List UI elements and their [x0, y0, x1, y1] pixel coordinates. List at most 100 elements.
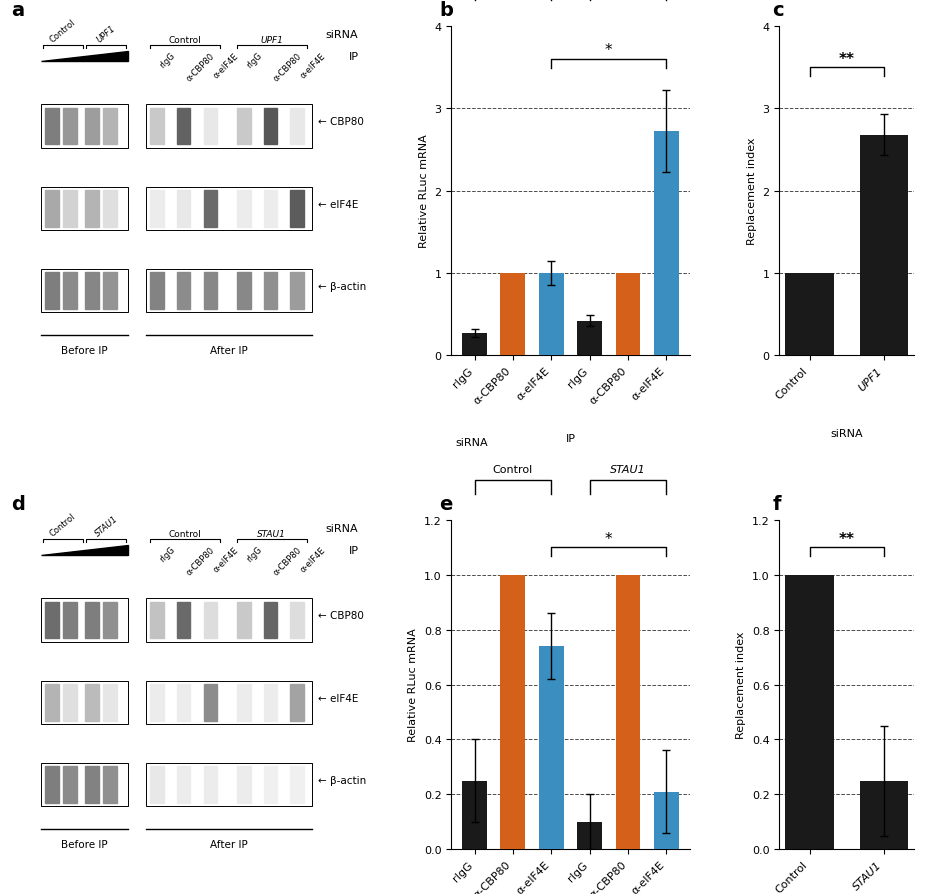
Text: STAU1: STAU1	[610, 464, 646, 474]
Bar	[150, 766, 164, 803]
Text: Control: Control	[49, 512, 77, 538]
Text: siRNA: siRNA	[326, 30, 358, 40]
Bar	[237, 684, 251, 721]
Text: ← CBP80: ← CBP80	[318, 611, 364, 620]
Bar	[41, 599, 128, 642]
Y-axis label: Replacement index: Replacement index	[736, 631, 746, 738]
Bar	[290, 766, 304, 803]
Bar	[104, 766, 117, 803]
Text: a: a	[11, 1, 24, 21]
Text: Before IP: Before IP	[62, 346, 108, 356]
Bar	[616, 575, 640, 849]
Bar	[85, 108, 99, 145]
Bar	[146, 763, 312, 806]
Bar	[177, 766, 190, 803]
Bar	[654, 132, 679, 356]
Polygon shape	[41, 545, 128, 556]
Bar	[45, 602, 59, 638]
Bar	[104, 273, 117, 309]
Text: *: *	[605, 531, 613, 546]
Bar	[104, 190, 117, 227]
Text: rIgG: rIgG	[159, 51, 177, 70]
Text: **: **	[839, 52, 855, 66]
Bar	[177, 684, 190, 721]
Bar	[45, 190, 59, 227]
Bar	[41, 188, 128, 231]
Text: d: d	[11, 494, 25, 514]
Text: α-eIF4E: α-eIF4E	[212, 51, 241, 80]
Bar	[63, 190, 77, 227]
Bar	[177, 602, 190, 638]
Bar	[146, 270, 312, 313]
Bar	[290, 602, 304, 638]
Bar	[290, 108, 304, 145]
Text: Before IP: Before IP	[62, 839, 108, 849]
Bar	[203, 602, 217, 638]
Bar	[578, 822, 602, 849]
Bar	[146, 188, 312, 231]
Bar	[45, 108, 59, 145]
Text: ← CBP80: ← CBP80	[318, 117, 364, 127]
Text: α-eIF4E: α-eIF4E	[299, 51, 327, 80]
Text: Control: Control	[169, 529, 202, 538]
Bar	[860, 135, 908, 356]
Text: After IP: After IP	[210, 839, 248, 849]
Bar	[146, 105, 312, 148]
Bar	[264, 602, 277, 638]
Bar	[500, 274, 525, 356]
Text: STAU1: STAU1	[93, 514, 119, 538]
Bar	[578, 321, 602, 356]
Text: f: f	[773, 494, 781, 514]
Text: STAU1: STAU1	[258, 529, 286, 538]
Bar	[539, 646, 564, 849]
Bar	[203, 766, 217, 803]
Bar	[41, 681, 128, 724]
Text: α-CBP80: α-CBP80	[185, 51, 216, 83]
Text: e: e	[439, 494, 453, 514]
Bar	[290, 684, 304, 721]
X-axis label: IP: IP	[565, 434, 576, 444]
Text: Control: Control	[169, 36, 202, 45]
Bar	[290, 190, 304, 227]
Bar	[264, 108, 277, 145]
Bar	[616, 274, 640, 356]
Bar	[500, 575, 525, 849]
Text: ← β-actin: ← β-actin	[318, 775, 367, 785]
Y-axis label: Relative RLuc mRNA: Relative RLuc mRNA	[409, 628, 418, 742]
Bar	[85, 190, 99, 227]
Bar	[45, 684, 59, 721]
Bar	[85, 684, 99, 721]
Text: *: *	[605, 43, 613, 58]
Y-axis label: Relative RLuc mRNA: Relative RLuc mRNA	[419, 134, 429, 249]
Bar	[203, 273, 217, 309]
Bar	[237, 273, 251, 309]
Bar	[237, 190, 251, 227]
Text: α-eIF4E: α-eIF4E	[299, 544, 327, 573]
Bar	[85, 273, 99, 309]
Bar	[264, 273, 277, 309]
Bar	[146, 681, 312, 724]
Y-axis label: Replacement index: Replacement index	[746, 138, 757, 245]
Bar	[264, 684, 277, 721]
Text: UPF1: UPF1	[95, 24, 118, 45]
Polygon shape	[41, 52, 128, 63]
Bar	[104, 108, 117, 145]
Bar	[45, 273, 59, 309]
Text: IP: IP	[348, 52, 358, 62]
Bar	[85, 766, 99, 803]
Bar	[860, 780, 908, 849]
Bar	[63, 273, 77, 309]
Text: α-CBP80: α-CBP80	[185, 544, 216, 577]
Bar	[63, 602, 77, 638]
Bar	[786, 575, 834, 849]
Text: Control: Control	[493, 464, 533, 474]
Bar	[63, 766, 77, 803]
Bar	[104, 602, 117, 638]
Bar	[264, 190, 277, 227]
Bar	[41, 763, 128, 806]
Bar	[150, 684, 164, 721]
Text: siRNA: siRNA	[455, 438, 488, 448]
Bar	[203, 190, 217, 227]
Bar	[63, 684, 77, 721]
Text: α-CBP80: α-CBP80	[272, 544, 303, 577]
